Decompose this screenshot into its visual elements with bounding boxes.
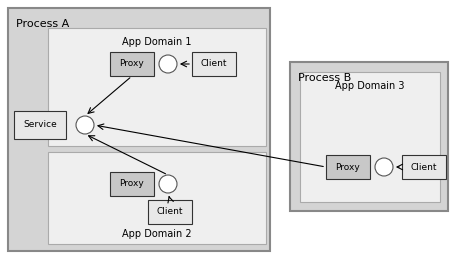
Text: App Domain 3: App Domain 3 — [334, 81, 404, 91]
Text: App Domain 1: App Domain 1 — [122, 37, 192, 47]
Ellipse shape — [159, 175, 177, 193]
Ellipse shape — [159, 55, 177, 73]
Text: Client: Client — [157, 207, 183, 217]
Text: Process A: Process A — [16, 19, 69, 29]
Ellipse shape — [374, 158, 392, 176]
Text: Service: Service — [23, 120, 57, 130]
Text: Client: Client — [200, 60, 227, 68]
Ellipse shape — [76, 116, 94, 134]
Bar — [8, 8, 269, 251]
Text: Proxy: Proxy — [119, 60, 144, 68]
Bar — [289, 62, 447, 211]
Text: Process B: Process B — [298, 73, 350, 83]
Text: App Domain 2: App Domain 2 — [122, 229, 192, 239]
Bar — [325, 155, 369, 179]
Bar — [48, 152, 265, 244]
Bar — [14, 111, 66, 139]
Bar — [48, 28, 265, 146]
Bar — [299, 72, 439, 202]
Text: Proxy: Proxy — [335, 162, 359, 171]
Bar — [401, 155, 445, 179]
Text: Proxy: Proxy — [119, 179, 144, 189]
Bar — [148, 200, 192, 224]
Bar — [110, 172, 154, 196]
Bar — [110, 52, 154, 76]
Text: Client: Client — [410, 162, 436, 171]
Bar — [192, 52, 236, 76]
